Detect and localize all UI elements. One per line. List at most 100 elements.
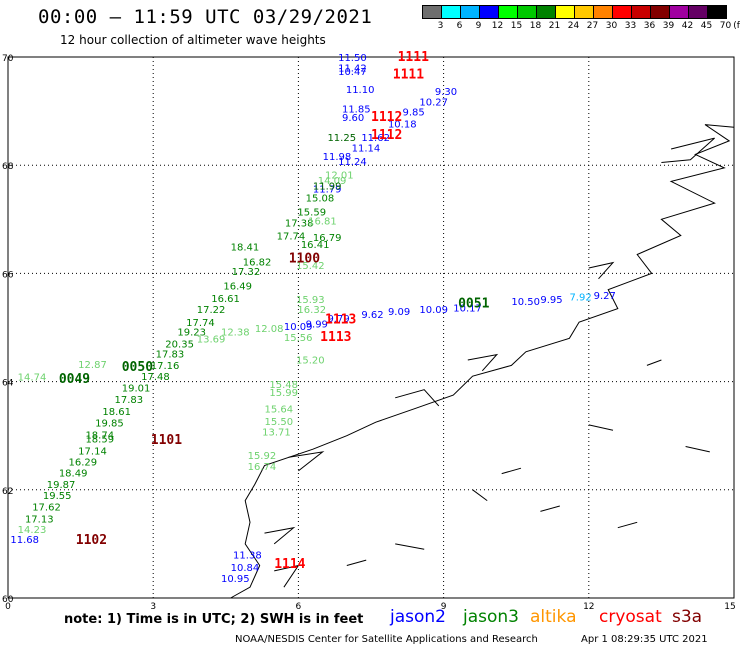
lat-lon-grid <box>8 57 734 598</box>
pass-id-label: 1113 <box>325 313 356 328</box>
wave-height-label: 15.59 <box>297 208 326 219</box>
wave-height-label: 17.32 <box>232 267 261 278</box>
wave-height-label: 17.83 <box>114 395 143 406</box>
inland-lake <box>395 543 425 550</box>
wave-height-label: 9.09 <box>388 307 410 318</box>
lat-tick-label: 68 <box>2 162 14 172</box>
page-subtitle: 12 hour collection of altimeter wave hei… <box>60 33 326 47</box>
wave-height-label: 17.38 <box>285 218 314 229</box>
wave-height-label: 17.74 <box>186 318 215 329</box>
wave-height-label: 12.38 <box>221 328 250 339</box>
colorbar-label: 45 <box>700 21 713 31</box>
wave-height-label: 14.74 <box>18 373 47 384</box>
map-frame <box>7 56 735 599</box>
wave-height-label: 16.41 <box>301 240 330 251</box>
colorbar-label: 6 <box>456 21 463 31</box>
pass-id-label: 1101 <box>151 433 182 448</box>
wave-height-label: 11.99 <box>313 182 342 193</box>
coastline-mainland <box>230 124 735 599</box>
legend-jason2: jason2 <box>390 607 446 627</box>
footer: NOAA/NESDIS Center for Satellite Applica… <box>235 634 708 645</box>
lon-tick-label: 9 <box>441 602 447 612</box>
wave-height-label: 11.24 <box>338 157 367 168</box>
wave-height-label: 15.92 <box>248 451 277 462</box>
wave-height-label: 16.32 <box>297 305 326 316</box>
coastline-island <box>588 261 615 280</box>
wave-height-label: 19.87 <box>47 480 76 491</box>
wave-height-label: 11.79 <box>313 184 342 195</box>
pass-id-label: 1102 <box>76 533 107 548</box>
wave-height-label: 11.38 <box>233 551 262 562</box>
colorbar-label: 3 <box>437 21 444 31</box>
colorbar-unit: (ft) <box>733 21 740 31</box>
wave-height-label: 10.09 <box>419 305 448 316</box>
inland-lake <box>540 505 560 512</box>
wave-height-label: 16.81 <box>308 217 337 228</box>
wave-height-label: 10.09 <box>284 322 313 333</box>
wave-height-label: 11.50 <box>338 53 367 64</box>
colorbar-label: 12 <box>491 21 504 31</box>
lon-tick-label: 15 <box>724 602 735 612</box>
colorbar-label: 15 <box>510 21 523 31</box>
wave-height-label: 12.01 <box>325 171 354 182</box>
lon-tick-label: 12 <box>583 602 594 612</box>
wave-height-label: 9.79 <box>327 314 349 325</box>
wave-height-label: 17.74 <box>277 231 306 242</box>
pass-id-labels: 1111 1111 1112 1112 1100 1113 1113 0051 0050 0049… <box>59 50 490 572</box>
colorbar-label: 33 <box>624 21 637 31</box>
wave-height-label: 18.59 <box>85 435 114 446</box>
wave-height-label: 16.74 <box>248 462 277 473</box>
wave-height-label: 15.50 <box>265 417 294 428</box>
wave-height-label: 18.74 <box>85 430 114 441</box>
norway-coastline <box>230 124 735 599</box>
inland-lake <box>501 467 522 475</box>
footer-credit: NOAA/NESDIS Center for Satellite Applica… <box>235 634 538 645</box>
wave-height-label: 12.87 <box>78 360 107 371</box>
lat-tick-label: 70 <box>2 54 14 64</box>
pass-id-label: 0049 <box>59 372 90 387</box>
inland-lake <box>472 489 488 502</box>
colorbar-label: 39 <box>662 21 675 31</box>
wave-height-label: 11.25 <box>327 133 356 144</box>
wave-height-label: 10.47 <box>338 67 367 78</box>
wave-height-label: 19.85 <box>95 419 124 430</box>
wave-height-label: 10.17 <box>453 303 482 314</box>
inland-lake <box>588 424 614 431</box>
wave-height-label: 15.20 <box>296 356 325 367</box>
wave-height-label: 16.49 <box>223 282 252 293</box>
legend-altika: altika <box>530 607 577 627</box>
coastline-island <box>288 451 325 472</box>
wave-height-label: 17.83 <box>156 349 185 360</box>
lon-tick-label: 0 <box>5 602 11 612</box>
wave-height-label: 11.14 <box>352 144 381 155</box>
wave-height-label: 9.27 <box>594 291 616 302</box>
pass-id-label: 1114 <box>274 557 305 572</box>
wave-height-label: 18.61 <box>102 407 131 418</box>
wave-height-label: 16.29 <box>69 457 98 468</box>
inland-lake <box>617 521 638 529</box>
wave-height-label: 15.08 <box>306 193 335 204</box>
wave-height-label: 11.98 <box>323 152 352 163</box>
wave-height-label: 9.60 <box>342 113 364 124</box>
page-title: 00:00 – 11:59 UTC 03/29/2021 <box>38 6 373 28</box>
wave-height-label: 15.93 <box>296 295 325 306</box>
wave-height-label: 17.14 <box>78 447 107 458</box>
wave-height-label: 9.95 <box>540 295 562 306</box>
coastline-island <box>661 137 715 163</box>
lon-tick-label: 6 <box>296 602 302 612</box>
wave-height-label: 11.68 <box>10 535 39 546</box>
wave-height-label: 10.18 <box>388 119 417 130</box>
colorbar-label: 24 <box>567 21 580 31</box>
colorbar-label: 27 <box>586 21 599 31</box>
colorbar-label: 42 <box>681 21 694 31</box>
wave-height-label: 9.62 <box>361 310 383 321</box>
inland-lake <box>646 359 662 366</box>
coastline-island <box>264 526 296 545</box>
wave-height-label: 16.82 <box>243 257 272 268</box>
wave-height-label: 20.35 <box>165 340 194 351</box>
wave-height-label: 15.48 <box>269 380 298 391</box>
wave-height-label: 10.50 <box>511 297 540 308</box>
wave-height-label: 15.56 <box>284 333 313 344</box>
wave-height-label: 10.27 <box>419 98 448 109</box>
